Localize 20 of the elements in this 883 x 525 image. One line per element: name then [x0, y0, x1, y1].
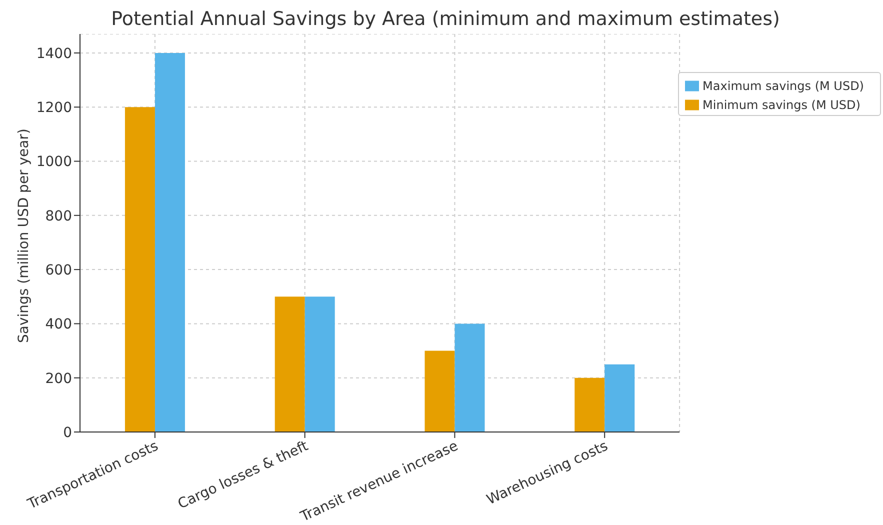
bar	[454, 324, 485, 432]
bar	[124, 107, 155, 432]
legend-label: Maximum savings (M USD)	[702, 79, 864, 93]
bar	[574, 378, 605, 432]
bar	[304, 296, 335, 432]
y-tick-label: 0	[63, 424, 72, 441]
bar	[154, 52, 185, 432]
y-tick-label: 400	[45, 316, 72, 333]
y-tick-label: 1400	[36, 46, 72, 62]
y-axis-title: Savings (million USD per year)	[16, 128, 32, 343]
legend-label: Minimum savings (M USD)	[702, 98, 860, 112]
bar	[424, 350, 455, 432]
bar	[604, 364, 635, 432]
y-tick-label: 600	[45, 262, 72, 279]
bar	[274, 296, 305, 432]
y-tick-label: 800	[45, 208, 72, 224]
chart-title: Potential Annual Savings by Area (minimum and maximum estimates)	[110, 8, 781, 32]
y-tick-label: 1200	[36, 100, 72, 116]
y-tick-label: 200	[45, 370, 72, 387]
y-tick-label: 1000	[36, 154, 72, 170]
